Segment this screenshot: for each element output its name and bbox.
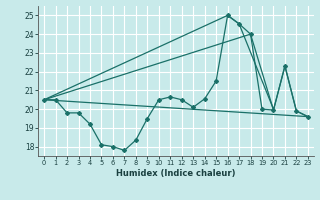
X-axis label: Humidex (Indice chaleur): Humidex (Indice chaleur) [116, 169, 236, 178]
